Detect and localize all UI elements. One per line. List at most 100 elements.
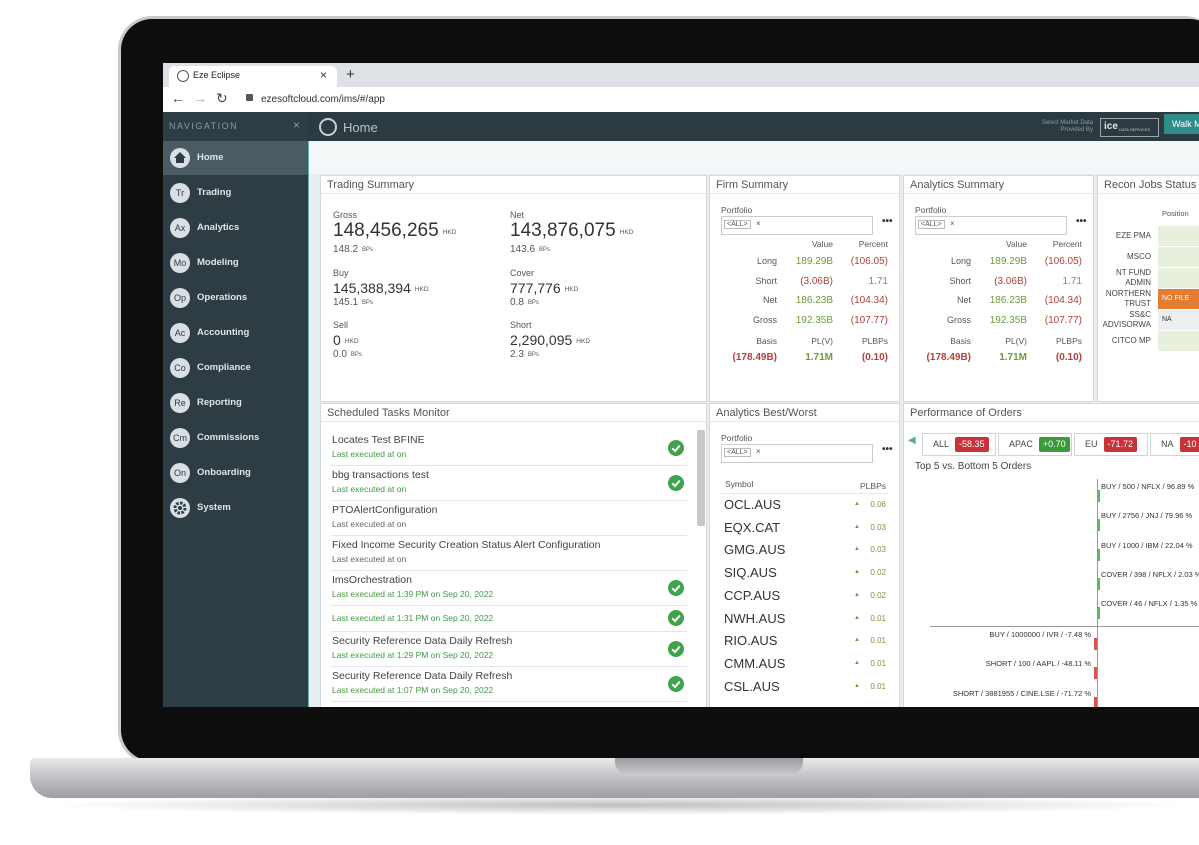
nav-label[interactable]: Reporting bbox=[197, 397, 242, 408]
row-value: 192.35B bbox=[989, 314, 1027, 326]
portfolio-select[interactable]: <ALL> × bbox=[915, 216, 1067, 235]
walk-me-button[interactable] bbox=[1164, 114, 1199, 134]
field-value: 2,290,095 bbox=[510, 332, 573, 348]
scrollbar[interactable] bbox=[697, 430, 705, 526]
filter-chip[interactable]: ALL -58.35 bbox=[922, 433, 996, 456]
row-label: Short bbox=[949, 275, 971, 286]
more-menu[interactable]: ••• bbox=[1076, 216, 1087, 227]
filter-chip[interactable]: NA -10 bbox=[1150, 433, 1199, 456]
new-tab[interactable]: + bbox=[346, 66, 355, 83]
forward-button[interactable]: → bbox=[193, 90, 207, 106]
walk-me-label[interactable]: Walk M bbox=[1172, 119, 1199, 129]
row-label: Short bbox=[755, 275, 777, 286]
nav-label[interactable]: Commissions bbox=[197, 432, 260, 443]
nav-item[interactable]: Op Operations bbox=[163, 281, 308, 315]
chip-remove[interactable]: × bbox=[756, 219, 761, 228]
nav-item[interactable]: On Onboarding bbox=[163, 456, 308, 490]
nav-close[interactable]: × bbox=[293, 118, 301, 132]
plbps: 0.03 bbox=[870, 522, 886, 532]
recon-label: EZE PMA bbox=[1115, 231, 1151, 240]
nav-label[interactable]: Onboarding bbox=[197, 467, 251, 478]
row-percent: 1.71 bbox=[868, 275, 888, 287]
panel-title: Analytics Best/Worst bbox=[716, 407, 817, 419]
column-header: Value bbox=[1005, 239, 1027, 249]
order-label: BUY / 1000000 / IVR / -7.48 % bbox=[989, 630, 1091, 639]
check bbox=[668, 579, 684, 596]
field-label: Net bbox=[510, 210, 525, 220]
filter-chip[interactable]: EU -71.72 bbox=[1074, 433, 1148, 456]
task-name: PTOAlertConfiguration bbox=[332, 504, 438, 516]
filter-prev[interactable]: ◀ bbox=[908, 435, 916, 446]
plbps: 0.01 bbox=[870, 658, 886, 668]
chip-remove[interactable]: × bbox=[756, 447, 761, 456]
nav-label[interactable]: Trading bbox=[197, 187, 232, 198]
screen: Eze Eclipse × + ← → ↻ ezesoftcloud.com/i… bbox=[163, 63, 1199, 707]
laptop-notch bbox=[615, 758, 803, 774]
reload-button[interactable]: ↻ bbox=[216, 90, 228, 106]
nav-item[interactable]: Home bbox=[163, 141, 308, 175]
field-bps: 0.0 bbox=[333, 349, 347, 360]
row-percent: (104.34) bbox=[1044, 295, 1082, 307]
symbol: SIQ.AUS bbox=[724, 565, 777, 581]
order-bar bbox=[1094, 638, 1097, 650]
more-menu[interactable]: ••• bbox=[882, 444, 893, 455]
nav-item[interactable]: Ac Accounting bbox=[163, 316, 308, 350]
field-label: Gross bbox=[333, 210, 358, 220]
more-menu[interactable]: ••• bbox=[882, 216, 893, 227]
field-bps: 2.3 bbox=[510, 349, 524, 360]
nav-icon: Co bbox=[170, 358, 190, 378]
nav-label[interactable]: Modeling bbox=[197, 257, 239, 268]
lock-icon bbox=[246, 94, 253, 101]
filter-chip[interactable]: APAC +0.70 bbox=[998, 433, 1072, 456]
field-value: 148,456,265 bbox=[333, 220, 439, 241]
column-header: Percent bbox=[1052, 239, 1082, 249]
nav-item[interactable]: Co Compliance bbox=[163, 351, 308, 385]
panel: Recon Jobs Status Position EZE PMA MSCO NT F… bbox=[1097, 175, 1199, 402]
field-bps: 145.1 bbox=[333, 297, 359, 308]
nav-item[interactable]: Re Reporting bbox=[163, 386, 308, 420]
tab-title: Eze Eclipse bbox=[193, 70, 241, 80]
field-unit: HKD bbox=[344, 338, 359, 346]
nav-label[interactable]: System bbox=[197, 502, 231, 513]
check bbox=[668, 439, 684, 456]
field-bps-unit: BPs bbox=[350, 352, 362, 358]
task-item: PTOAlertConfiguration Last executed at on bbox=[331, 500, 687, 536]
header-rule bbox=[721, 493, 889, 494]
symbol: RIO.AUS bbox=[724, 633, 778, 649]
nav-label[interactable]: Analytics bbox=[197, 222, 240, 233]
tab[interactable] bbox=[169, 66, 337, 87]
tab-close[interactable]: × bbox=[320, 68, 328, 82]
footer-header: PL(V) bbox=[1005, 336, 1027, 346]
laptop-shadow bbox=[40, 795, 1199, 815]
url[interactable]: ezesoftcloud.com/ims/#/app bbox=[261, 94, 385, 105]
nav-label[interactable]: Operations bbox=[197, 292, 248, 303]
nav-item[interactable]: Mo Modeling bbox=[163, 246, 308, 280]
up-arrow: ▲ bbox=[854, 546, 860, 553]
nav-item[interactable]: Ax Analytics bbox=[163, 211, 308, 245]
address-bar bbox=[163, 87, 1199, 113]
portfolio-select[interactable]: <ALL> × bbox=[721, 444, 873, 463]
nav-label[interactable]: Home bbox=[197, 152, 224, 163]
nav-item[interactable]: Tr Trading bbox=[163, 176, 308, 210]
field-value: 145,388,394 bbox=[333, 280, 411, 296]
nav-label[interactable]: Compliance bbox=[197, 362, 251, 373]
check bbox=[668, 675, 684, 692]
task-item: bbg transactions test Last executed at on bbox=[331, 465, 687, 501]
footer-header: Basis bbox=[950, 336, 971, 346]
chip-remove[interactable]: × bbox=[950, 219, 955, 228]
portfolio-select[interactable]: <ALL> × bbox=[721, 216, 873, 235]
nav-icon: Ax bbox=[170, 218, 190, 238]
title-rule bbox=[904, 193, 1093, 194]
order-bar bbox=[1094, 696, 1097, 707]
nav-label[interactable]: Accounting bbox=[197, 327, 250, 338]
recon-label: NT FUND ADMIN bbox=[1116, 268, 1151, 287]
sidebar-edge bbox=[308, 141, 309, 707]
field-bps: 143.6 bbox=[510, 244, 536, 255]
nav-item[interactable]: System bbox=[163, 491, 308, 525]
back-button[interactable]: ← bbox=[171, 90, 185, 106]
up-arrow: ▲ bbox=[854, 569, 860, 576]
title-rule bbox=[710, 193, 899, 194]
nav-item[interactable]: Cm Commissions bbox=[163, 421, 308, 455]
order-bar bbox=[1097, 577, 1100, 590]
check-icon bbox=[668, 640, 684, 662]
